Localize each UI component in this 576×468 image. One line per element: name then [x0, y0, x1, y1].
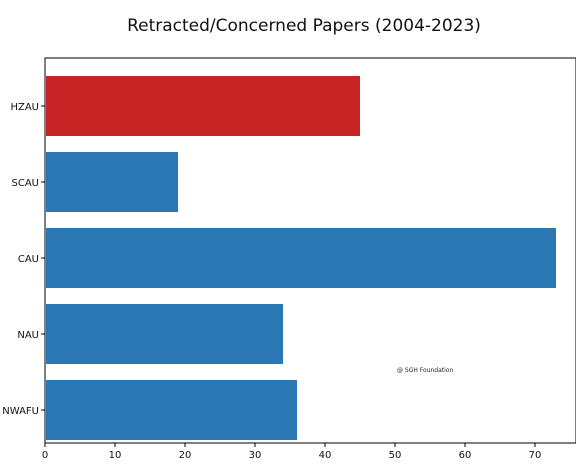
x-tick-label-20: 20	[179, 450, 192, 461]
x-tick-label-0: 0	[42, 450, 48, 461]
plot-area-frame	[44, 57, 576, 444]
x-tick-label-50: 50	[389, 450, 402, 461]
chart-title: Retracted/Concerned Papers (2004-2023)	[127, 16, 481, 36]
x-tick-label-10: 10	[109, 450, 122, 461]
bar-scau	[46, 152, 178, 212]
bar-nau	[46, 304, 283, 364]
bar-cau	[46, 228, 556, 288]
x-tick-label-30: 30	[249, 450, 262, 461]
x-tick-label-40: 40	[319, 450, 332, 461]
y-tick-label-cau: CAU	[18, 254, 39, 265]
y-tick-label-nau: NAU	[17, 330, 39, 341]
y-axis: HZAU SCAU CAU NAU NWAFU	[2, 102, 45, 417]
x-tick-label-70: 70	[529, 450, 542, 461]
watermark-annotation: @ SGH Foundation	[397, 367, 453, 374]
bar-nwafu	[46, 380, 297, 440]
y-tick-label-nwafu: NWAFU	[2, 406, 39, 417]
bars-group	[46, 76, 556, 440]
x-axis: 0 10 20 30 40 50 60 70	[42, 443, 542, 461]
y-tick-label-scau: SCAU	[12, 178, 40, 189]
bar-hzau	[46, 76, 360, 136]
y-tick-label-hzau: HZAU	[10, 102, 39, 113]
x-tick-label-60: 60	[459, 450, 472, 461]
